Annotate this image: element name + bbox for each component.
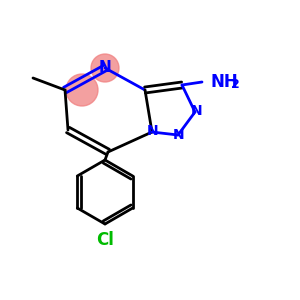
Text: N: N (147, 124, 159, 138)
Text: NH: NH (210, 73, 238, 91)
Text: Cl: Cl (96, 231, 114, 249)
Text: N: N (99, 61, 111, 76)
Text: 2: 2 (231, 79, 240, 92)
Text: N: N (173, 128, 185, 142)
Circle shape (91, 54, 119, 82)
Text: N: N (191, 104, 203, 118)
Circle shape (66, 74, 98, 106)
